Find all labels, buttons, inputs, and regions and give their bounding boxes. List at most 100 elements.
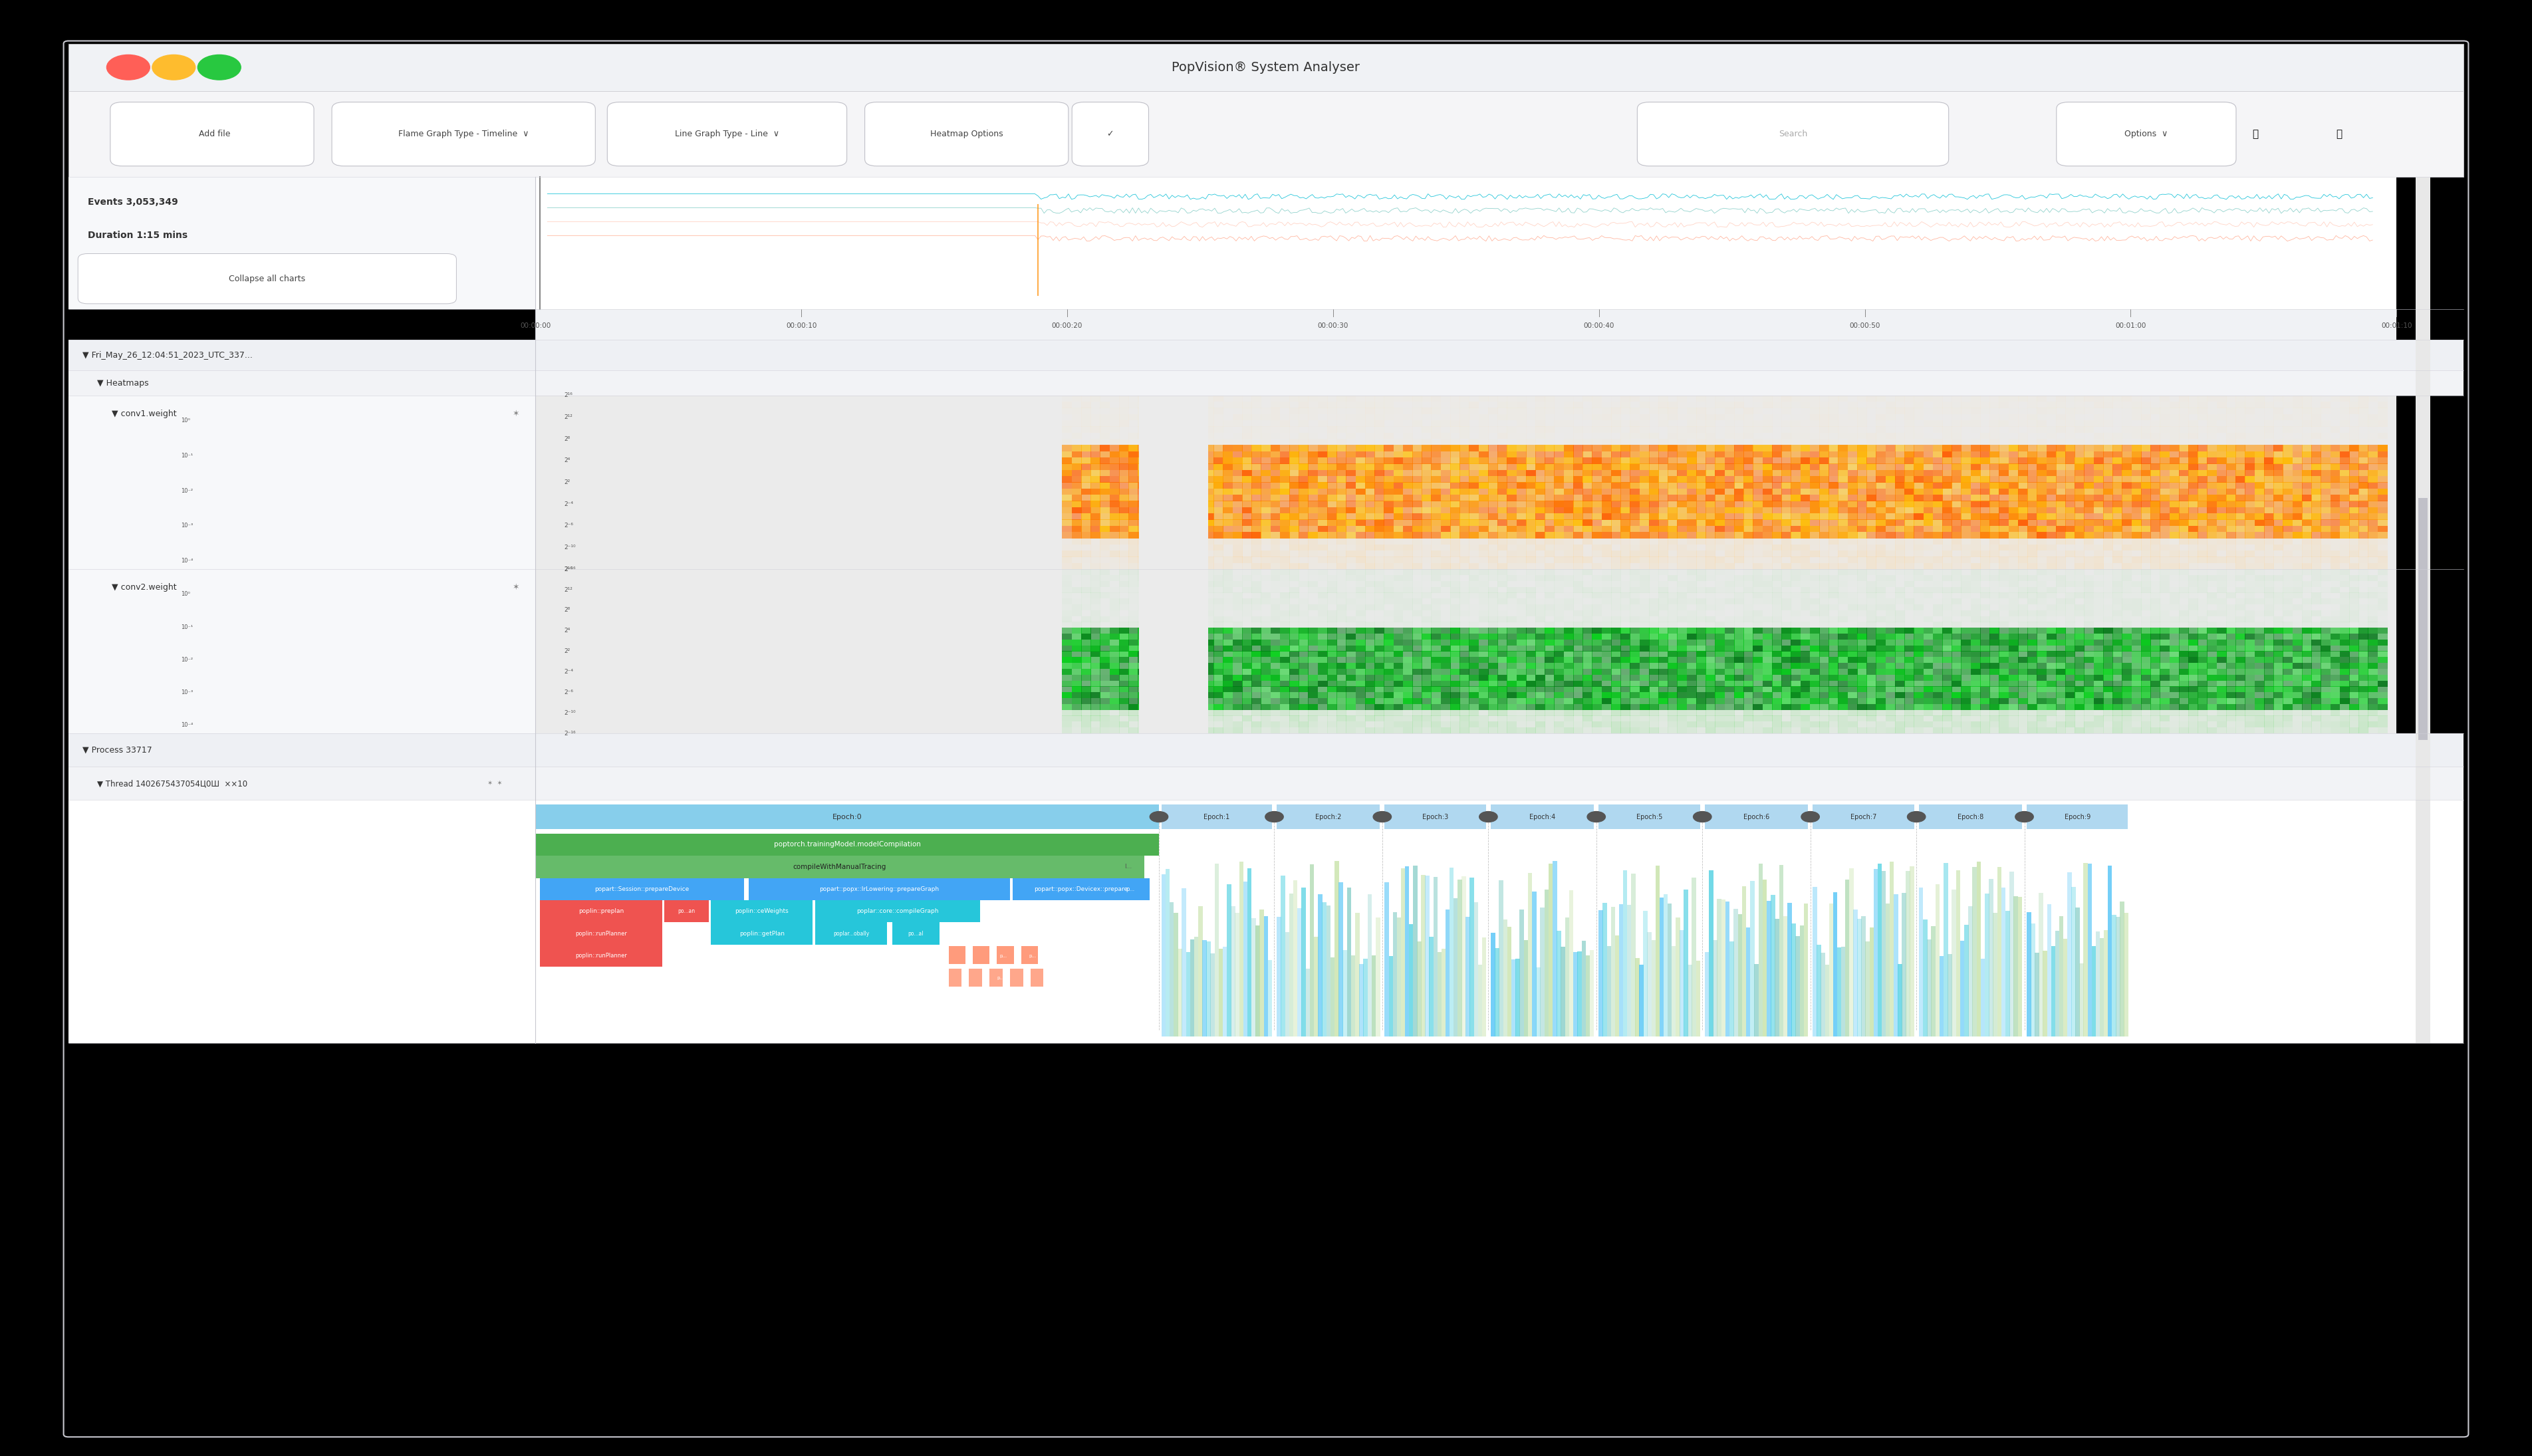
Bar xyxy=(1167,531,1177,539)
Bar xyxy=(2112,470,2122,476)
Bar xyxy=(1762,668,1772,674)
Bar xyxy=(2284,501,2294,507)
Bar xyxy=(1137,674,1147,680)
Bar xyxy=(2056,662,2066,668)
Bar xyxy=(1365,639,1375,645)
Bar xyxy=(1223,651,1233,657)
Bar xyxy=(1914,581,1924,587)
Bar xyxy=(2170,645,2180,651)
Bar xyxy=(2150,662,2160,668)
Bar xyxy=(1818,593,1828,598)
Bar xyxy=(2367,633,2378,639)
Bar xyxy=(1441,501,1451,507)
Bar xyxy=(2302,531,2312,539)
Bar xyxy=(1565,668,1572,674)
Bar xyxy=(1185,639,1195,645)
Bar xyxy=(2236,402,2246,408)
Bar xyxy=(2132,501,2142,507)
Bar xyxy=(2378,716,2388,722)
Bar xyxy=(1319,894,1322,1037)
Bar xyxy=(2226,581,2236,587)
Bar xyxy=(1251,563,1261,569)
Bar xyxy=(2236,520,2246,526)
Bar xyxy=(1175,414,1185,421)
Bar xyxy=(1279,463,1289,470)
Bar xyxy=(1620,526,1631,531)
Bar xyxy=(2367,628,2378,633)
Bar xyxy=(1365,476,1375,482)
Bar xyxy=(2253,451,2264,457)
Bar xyxy=(1648,587,1658,593)
Bar xyxy=(2350,697,2360,705)
Bar xyxy=(2084,692,2094,699)
Bar xyxy=(1676,531,1686,539)
Bar xyxy=(1289,482,1299,489)
Bar xyxy=(1582,531,1593,539)
Bar xyxy=(2018,451,2028,457)
Bar xyxy=(1517,446,1527,451)
Bar xyxy=(1175,709,1185,716)
Bar xyxy=(1337,531,1347,539)
Bar xyxy=(1565,495,1572,501)
Bar xyxy=(1175,722,1185,728)
Bar xyxy=(1431,674,1441,680)
Bar xyxy=(2264,457,2274,464)
Bar xyxy=(2180,514,2188,520)
Bar xyxy=(1099,651,1109,657)
Bar xyxy=(1810,674,1821,680)
Bar xyxy=(1205,616,1213,622)
Bar xyxy=(1438,952,1441,1037)
Bar xyxy=(1593,668,1603,674)
Bar xyxy=(2198,604,2208,610)
Bar xyxy=(2291,598,2302,604)
Bar xyxy=(1119,526,1129,531)
Bar xyxy=(2018,569,2028,575)
Bar xyxy=(1714,446,1724,451)
Bar xyxy=(1233,697,1243,705)
Bar xyxy=(1676,639,1686,645)
Bar xyxy=(1593,680,1603,686)
Bar xyxy=(1365,587,1375,593)
Bar xyxy=(1507,697,1517,705)
Bar xyxy=(1658,633,1669,639)
Bar xyxy=(1914,414,1924,421)
Bar xyxy=(1924,587,1934,593)
Bar xyxy=(2008,476,2018,482)
Bar xyxy=(1638,674,1648,680)
Bar xyxy=(1261,668,1271,674)
Bar xyxy=(1810,616,1821,622)
Bar xyxy=(2198,657,2208,662)
Bar xyxy=(1734,408,1745,414)
Bar xyxy=(1271,728,1281,734)
Bar xyxy=(2150,680,2160,686)
Bar xyxy=(1658,674,1669,680)
Bar xyxy=(1479,657,1489,662)
Bar xyxy=(1299,728,1309,734)
Bar xyxy=(2264,703,2274,711)
Bar xyxy=(1109,581,1119,587)
Bar xyxy=(1772,657,1783,662)
Bar xyxy=(2198,463,2208,470)
Bar xyxy=(1431,639,1441,645)
Bar xyxy=(1279,432,1289,438)
Bar xyxy=(1289,728,1299,734)
Bar xyxy=(1582,507,1593,514)
Bar xyxy=(1071,463,1081,470)
Bar xyxy=(1752,668,1762,674)
Bar xyxy=(2291,639,2302,645)
Bar xyxy=(1894,616,1904,622)
Bar xyxy=(1317,668,1327,674)
Bar xyxy=(2008,622,2018,628)
Bar xyxy=(1772,697,1783,705)
Bar xyxy=(2036,501,2046,507)
Bar xyxy=(2028,593,2038,598)
Bar xyxy=(1213,593,1223,598)
Bar xyxy=(2350,531,2360,539)
Bar xyxy=(1914,545,1924,550)
Bar xyxy=(1790,563,1800,569)
Bar xyxy=(1555,616,1565,622)
Bar xyxy=(1167,633,1177,639)
Bar xyxy=(2208,396,2218,402)
Bar xyxy=(2066,501,2076,507)
Bar xyxy=(2170,662,2180,668)
